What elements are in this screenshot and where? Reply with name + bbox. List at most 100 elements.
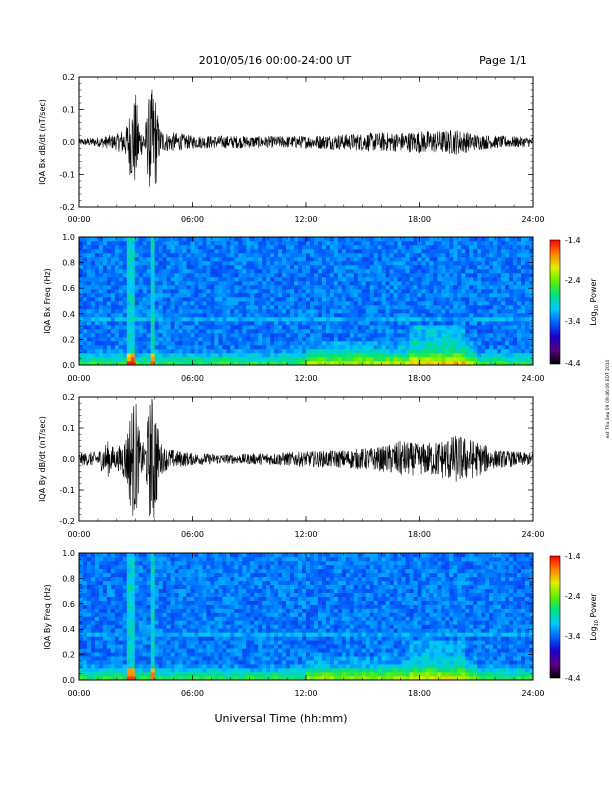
spectrogram-cell bbox=[329, 253, 335, 258]
spectrogram-cell bbox=[238, 293, 243, 298]
spectrogram-cell bbox=[154, 361, 159, 366]
spectrogram-cell bbox=[325, 317, 331, 322]
spectrogram-cell bbox=[98, 349, 104, 354]
spectrogram-cell bbox=[118, 640, 124, 645]
spectrogram-cell bbox=[150, 341, 155, 346]
spectrogram-cell bbox=[461, 305, 466, 310]
spectrogram-cell bbox=[118, 285, 124, 290]
spectrogram-cell bbox=[385, 281, 390, 286]
spectrogram-cell bbox=[290, 305, 295, 310]
spectrogram-cell bbox=[166, 652, 171, 657]
spectrogram-cell bbox=[397, 321, 402, 326]
spectrogram-cell bbox=[142, 313, 147, 318]
spectrogram-cell bbox=[333, 273, 339, 278]
spectrogram-cell bbox=[222, 337, 227, 342]
spectrogram-cell bbox=[425, 257, 430, 262]
spectrogram-cell bbox=[429, 329, 434, 334]
spectrogram-cell bbox=[270, 297, 275, 302]
spectrogram-cell bbox=[150, 261, 155, 266]
spectrogram-cell bbox=[278, 333, 283, 338]
spectrogram-cell bbox=[246, 241, 251, 246]
spectrogram-cell bbox=[525, 345, 530, 350]
spectrogram-cell bbox=[421, 253, 426, 258]
spectrogram-cell bbox=[118, 341, 124, 346]
spectrogram-cell bbox=[134, 301, 140, 306]
spectrogram-cell bbox=[194, 313, 199, 318]
spectrogram-cell bbox=[497, 325, 502, 330]
spectrogram-cell bbox=[278, 357, 283, 362]
spectrogram-cell bbox=[166, 592, 171, 597]
spectrogram-cell bbox=[118, 632, 124, 637]
spectrogram-cell bbox=[230, 273, 235, 278]
spectrogram-cell bbox=[421, 317, 426, 322]
spectrogram-cell bbox=[254, 257, 259, 262]
spectrogram-cell bbox=[178, 564, 183, 570]
spectrogram-cell bbox=[417, 337, 422, 342]
spectrogram-cell bbox=[186, 281, 191, 286]
spectrogram-cell bbox=[270, 289, 275, 294]
spectrogram-cell bbox=[110, 281, 116, 286]
spectrogram-cell bbox=[170, 624, 175, 629]
spectrogram-cell bbox=[385, 269, 390, 274]
spectrogram-cell bbox=[513, 353, 518, 358]
spectrogram-cell bbox=[290, 257, 295, 262]
spectrogram-cell bbox=[369, 241, 374, 246]
spectrogram-cell bbox=[218, 289, 223, 294]
spectrogram-cell bbox=[142, 676, 147, 681]
spectrogram-cell bbox=[489, 285, 494, 290]
spectrogram-cell bbox=[385, 249, 390, 254]
spectrogram-cell bbox=[174, 313, 179, 318]
spectrogram-cell bbox=[429, 257, 434, 262]
spectrogram-cell bbox=[194, 612, 199, 617]
spectrogram-cell bbox=[481, 309, 486, 314]
spectrogram-cell bbox=[262, 349, 267, 354]
spectrogram-cell bbox=[325, 349, 331, 354]
spectrogram-cell bbox=[521, 273, 526, 278]
spectrogram-cell bbox=[134, 309, 140, 314]
spectrogram-cell bbox=[497, 353, 502, 358]
spectrogram-cell bbox=[509, 321, 514, 326]
spectrogram-cell bbox=[409, 245, 414, 250]
spectrogram-cell bbox=[477, 301, 482, 306]
spectrogram-cell bbox=[345, 249, 351, 254]
spectrogram-cell bbox=[325, 269, 331, 274]
spectrogram-cell bbox=[369, 285, 374, 290]
spectrogram-cell bbox=[389, 329, 394, 334]
spectrogram-cell bbox=[146, 333, 151, 338]
spectrogram-cell bbox=[302, 269, 307, 274]
spectrogram-cell bbox=[329, 277, 335, 282]
spectrogram-cell bbox=[194, 325, 199, 330]
spectrogram-cell bbox=[150, 640, 155, 645]
spectrogram-cell bbox=[138, 572, 144, 578]
spectrogram-cell bbox=[138, 249, 144, 254]
spectrogram-cell bbox=[529, 325, 534, 330]
spectrogram-cell bbox=[142, 265, 147, 270]
spectrogram-cell bbox=[154, 568, 159, 574]
spectrogram-cell bbox=[401, 281, 406, 286]
spectrogram-cell bbox=[222, 285, 227, 290]
spectrogram-cell bbox=[166, 553, 171, 558]
spectrogram-cell bbox=[238, 321, 243, 326]
spectrogram-cell bbox=[405, 329, 410, 334]
spectrogram-cell bbox=[250, 345, 255, 350]
spectrogram-cell bbox=[194, 608, 199, 613]
spectrogram-cell bbox=[202, 325, 207, 330]
spectrogram-cell bbox=[198, 289, 203, 294]
spectrogram-cell bbox=[306, 325, 311, 330]
spectrogram-cell bbox=[429, 253, 434, 258]
spectrogram-cell bbox=[469, 353, 474, 358]
spectrogram-cell bbox=[409, 309, 414, 314]
spectrogram-cell bbox=[317, 317, 323, 322]
spectrogram-cell bbox=[246, 345, 251, 350]
spectrogram-cell bbox=[389, 249, 394, 254]
spectrogram-cell bbox=[86, 628, 92, 633]
spectrogram-cell bbox=[110, 620, 116, 625]
spectrogram-cell bbox=[106, 580, 112, 586]
spectrogram-cell bbox=[425, 309, 430, 314]
spectrogram-cell bbox=[525, 305, 530, 310]
spectrogram-cell bbox=[194, 672, 199, 677]
spectrogram-cell bbox=[325, 253, 331, 258]
spectrogram-cell bbox=[79, 676, 84, 681]
spectrogram-cell bbox=[317, 349, 323, 354]
spectrogram-cell bbox=[102, 588, 108, 593]
